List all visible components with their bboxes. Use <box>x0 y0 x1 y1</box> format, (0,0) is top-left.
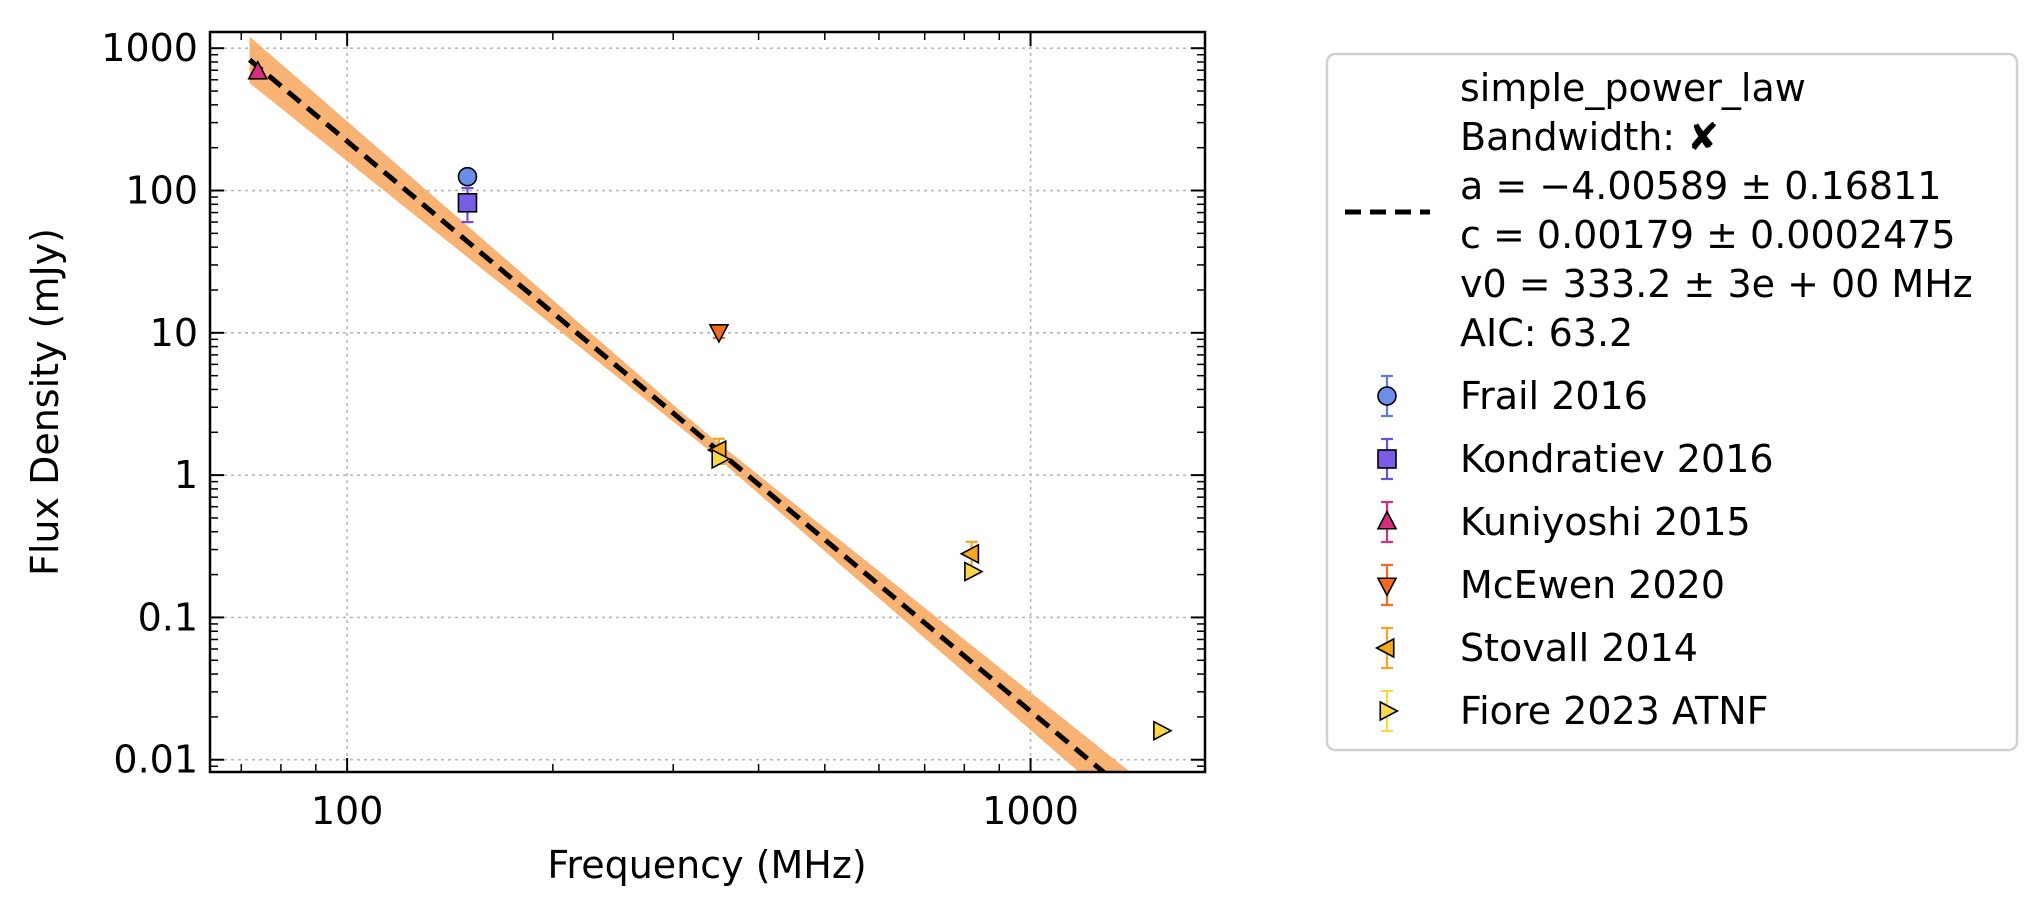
data-point <box>457 192 478 213</box>
legend-label: Fiore 2023 ATNF <box>1460 689 1768 733</box>
fit-line <box>247 57 1108 772</box>
legend-label: Kondratiev 2016 <box>1460 437 1774 481</box>
ticks: 100 1000 0.01 0.1 1 10 100 1000 <box>101 26 1205 833</box>
plot-frame <box>208 30 1207 774</box>
data-point <box>247 59 269 80</box>
legend-marker <box>1379 700 1400 722</box>
legend-label: Stovall 2014 <box>1460 626 1698 670</box>
fit-band <box>249 36 1131 772</box>
series-mcewen-2020 <box>708 324 730 344</box>
legend-item: Frail 2016 <box>1377 374 1648 418</box>
legend-item: Fiore 2023 ATNF <box>1379 689 1768 733</box>
y-axis-label: Flux Density (mJy) <box>23 228 67 576</box>
y-tick-label: 100 <box>125 169 198 213</box>
x-axis-label: Frequency (MHz) <box>547 843 866 887</box>
data-point <box>457 166 478 187</box>
x-tick-label: 100 <box>311 789 384 833</box>
data-point <box>708 324 730 344</box>
y-tick-label: 0.01 <box>113 738 198 782</box>
series-kondratiev-2016 <box>457 186 478 224</box>
series-kuniyoshi-2015 <box>247 59 269 80</box>
x-tick-label: 1000 <box>982 789 1079 833</box>
legend-fit-text: v0 = 333.2 ± 3e + 00 MHz <box>1460 262 1973 306</box>
legend-fit-text: AIC: 63.2 <box>1460 311 1633 355</box>
legend-fit-text: simple_power_law <box>1460 66 1806 110</box>
legend-item: Kondratiev 2016 <box>1377 437 1774 481</box>
legend-fit-text: Bandwidth: ✘ <box>1460 115 1719 159</box>
legend-fit-text: c = 0.00179 ± 0.0002475 <box>1460 213 1956 257</box>
data-point <box>711 448 732 470</box>
fit-line-path <box>247 57 1108 772</box>
legend-label: Kuniyoshi 2015 <box>1460 500 1751 544</box>
grid <box>210 32 1205 772</box>
legend-frame <box>1325 52 2019 752</box>
series-fiore-2023-atnf <box>711 448 1173 742</box>
y-tick-label: 10 <box>150 311 198 355</box>
data-point <box>1153 720 1173 742</box>
legend-marker <box>1374 637 1395 659</box>
y-tick-label: 0.1 <box>138 595 198 639</box>
y-tick-label: 1000 <box>101 26 198 70</box>
series-frail-2016 <box>457 166 478 187</box>
y-tick-label: 1 <box>174 453 198 497</box>
data-point <box>959 543 980 565</box>
legend-marker <box>1377 449 1397 469</box>
legend-label: McEwen 2020 <box>1460 563 1725 607</box>
legend-marker <box>1377 386 1397 406</box>
legend-marker <box>1376 577 1398 598</box>
legend-item: Kuniyoshi 2015 <box>1376 500 1751 544</box>
legend-label: Frail 2016 <box>1460 374 1648 418</box>
data-points <box>247 59 1173 742</box>
legend-item: Stovall 2014 <box>1374 626 1698 670</box>
fit-uncertainty-band <box>249 36 1131 772</box>
legend-item: McEwen 2020 <box>1376 563 1725 607</box>
data-point <box>964 561 984 582</box>
legend-fit-text: a = −4.00589 ± 0.16811 <box>1460 164 1941 208</box>
legend: simple_power_law Bandwidth: ✘ a = −4.00589… <box>1325 52 2019 752</box>
legend-marker <box>1376 509 1398 530</box>
